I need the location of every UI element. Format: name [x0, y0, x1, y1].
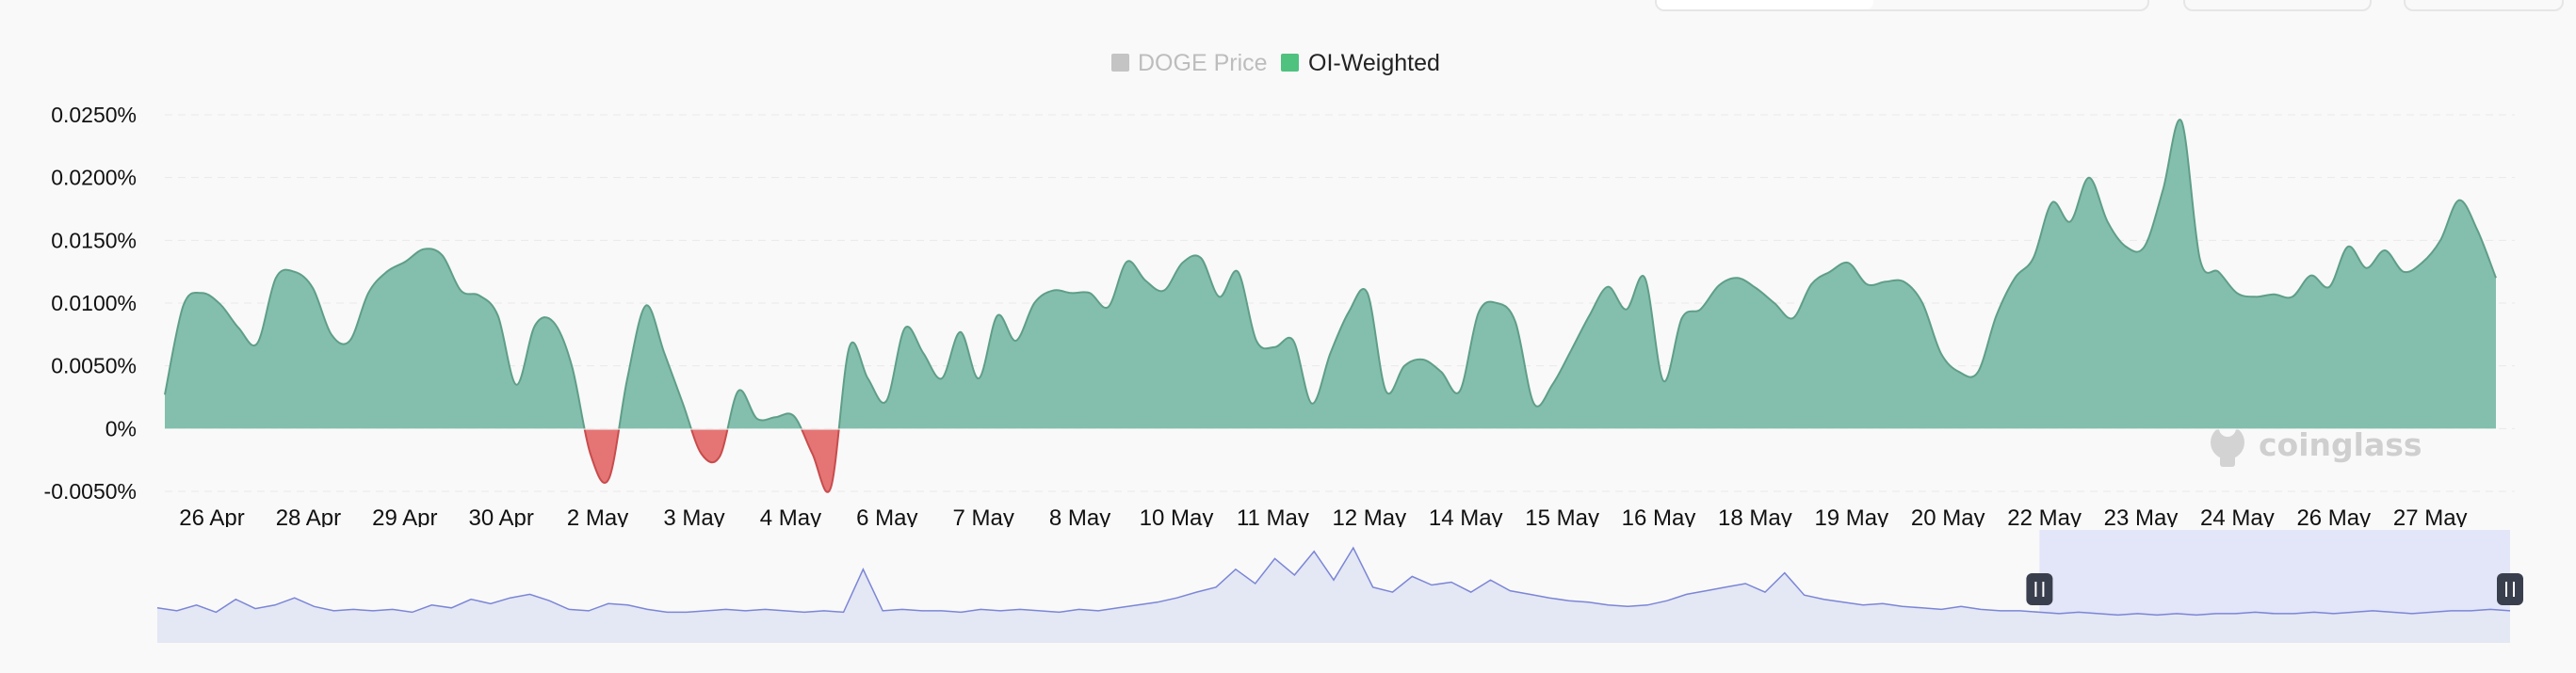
x-tick-label: 27 May — [2393, 505, 2468, 531]
navigator-handle-right[interactable] — [2497, 573, 2523, 605]
x-tick-label: 29 Apr — [372, 505, 437, 531]
x-tick-label: 18 May — [1718, 505, 1792, 531]
x-tick-label: 20 May — [1911, 505, 1985, 531]
x-tick-label: 19 May — [1814, 505, 1888, 531]
legend-item-doge-price[interactable]: DOGE Price — [1111, 50, 1268, 76]
x-tick-label: 26 Apr — [179, 505, 244, 531]
range-toggle-active[interactable] — [1657, 0, 1873, 9]
x-tick-label: 23 May — [2104, 505, 2179, 531]
toolbar-button-2[interactable] — [2404, 0, 2564, 11]
positive-area — [165, 120, 2496, 429]
x-axis-ticks: 26 Apr 28 Apr 29 Apr 30 Apr 2 May 3 May 4 May 6… — [179, 505, 2467, 531]
drag-handle-icon — [2497, 573, 2523, 605]
legend-swatch-doge-price — [1111, 54, 1129, 72]
legend-swatch-oi-weighted — [1281, 54, 1299, 72]
x-tick-label: 10 May — [1140, 505, 1214, 531]
y-axis-ticks: 0.0250% 0.0200% 0.0150% 0.0100% 0.0050% 0% -0.… — [44, 103, 137, 504]
toolbar-button-1[interactable] — [2183, 0, 2372, 11]
x-tick-label: 28 Apr — [276, 505, 341, 531]
range-toggle-control[interactable] — [1655, 0, 2149, 11]
x-tick-label: 8 May — [1049, 505, 1110, 531]
y-tick-label: 0.0250% — [51, 103, 137, 127]
y-tick-label: 0.0150% — [51, 228, 137, 252]
x-tick-label: 3 May — [663, 505, 724, 531]
x-tick-label: 15 May — [1525, 505, 1599, 531]
navigator-handle-left[interactable] — [2026, 573, 2053, 605]
legend-label-oi-weighted: OI-Weighted — [1308, 50, 1440, 76]
y-tick-label: -0.0050% — [44, 479, 137, 504]
navigator[interactable] — [156, 527, 2523, 643]
x-tick-label: 14 May — [1429, 505, 1503, 531]
series-line-positive — [164, 119, 2497, 429]
drag-handle-icon — [2026, 573, 2053, 605]
watermark-text: coinglass — [2259, 426, 2422, 463]
navigator-area — [157, 548, 2510, 643]
navigator-line — [156, 546, 2511, 617]
x-tick-label: 2 May — [567, 505, 628, 531]
legend-label-doge-price: DOGE Price — [1138, 50, 1268, 76]
x-tick-label: 24 May — [2200, 505, 2275, 531]
negative-area — [584, 429, 839, 492]
legend: DOGE Price OI-Weighted — [1111, 50, 1440, 76]
x-tick-label: 6 May — [856, 505, 917, 531]
x-tick-label: 26 May — [2296, 505, 2371, 531]
y-tick-label: 0.0200% — [51, 166, 137, 190]
x-tick-label: 7 May — [953, 505, 1014, 531]
x-tick-label: 16 May — [1622, 505, 1696, 531]
x-tick-label: 22 May — [2007, 505, 2082, 531]
legend-item-oi-weighted[interactable]: OI-Weighted — [1281, 50, 1440, 76]
y-tick-label: 0% — [105, 416, 137, 441]
x-tick-label: 4 May — [760, 505, 821, 531]
x-tick-label: 11 May — [1237, 505, 1309, 531]
x-tick-label: 12 May — [1332, 505, 1406, 531]
y-tick-label: 0.0100% — [51, 291, 137, 315]
watermark: coinglass — [2211, 420, 2422, 467]
x-tick-label: 30 Apr — [469, 505, 534, 531]
oi-weighted-series — [164, 119, 2497, 493]
y-tick-label: 0.0050% — [51, 354, 137, 378]
